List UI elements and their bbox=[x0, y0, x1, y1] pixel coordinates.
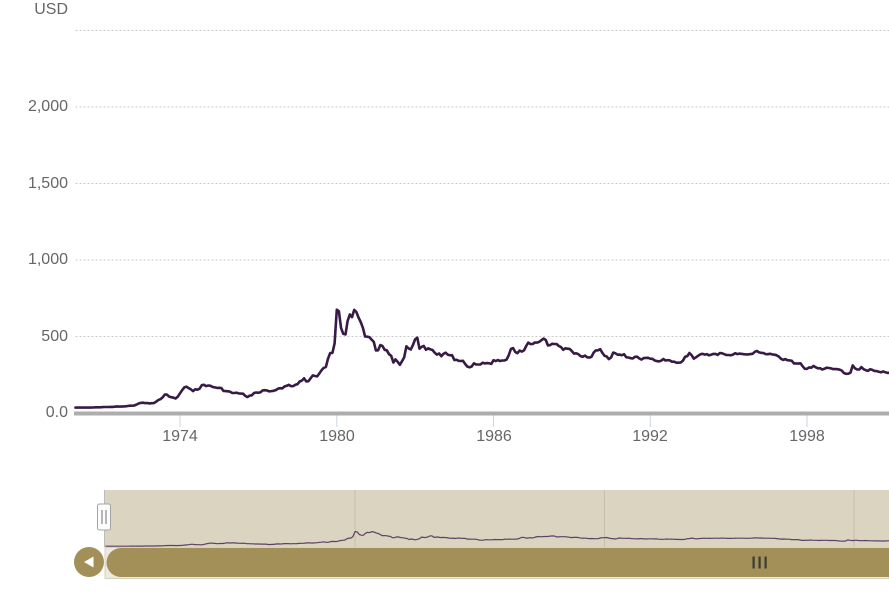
y-axis-label-500: 500 bbox=[41, 328, 68, 345]
y-axis-title: USD bbox=[34, 1, 68, 18]
scrollbar-grip-icon bbox=[752, 556, 767, 569]
scrollbar-thumb[interactable] bbox=[106, 548, 889, 577]
x-tick-marks bbox=[179, 415, 808, 427]
x-axis-label-1974: 1974 bbox=[162, 428, 198, 445]
scrollbar-left-button[interactable] bbox=[74, 547, 104, 577]
y-axis-label-1000: 1,000 bbox=[27, 251, 68, 268]
navigator-series-line bbox=[105, 531, 889, 547]
y-axis-label-0: 0.0 bbox=[45, 404, 68, 421]
left-arrow-icon bbox=[84, 556, 94, 568]
x-axis-label-1992: 1992 bbox=[632, 428, 668, 445]
y-axis-label-1500: 1,500 bbox=[27, 175, 68, 192]
y-gridlines bbox=[75, 30, 889, 337]
x-axis-line bbox=[74, 411, 889, 416]
x-axis-label-1998: 1998 bbox=[789, 428, 825, 445]
navigator-left-handle[interactable] bbox=[97, 503, 111, 531]
main-plot-area[interactable] bbox=[0, 0, 889, 460]
x-axis-label-1986: 1986 bbox=[476, 428, 512, 445]
x-axis-label-1980: 1980 bbox=[319, 428, 355, 445]
price-series-line[interactable] bbox=[74, 308, 889, 409]
navigator bbox=[74, 490, 889, 579]
y-axis-label-2000: 2,000 bbox=[27, 98, 68, 115]
